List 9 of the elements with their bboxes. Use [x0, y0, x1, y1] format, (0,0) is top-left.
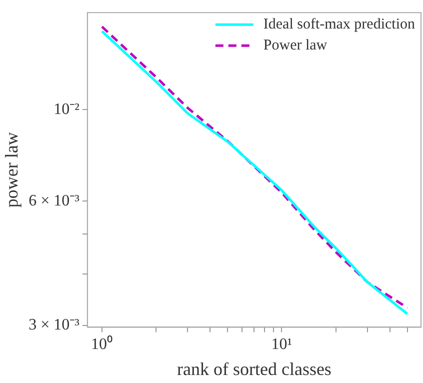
legend-label: Ideal soft-max prediction — [263, 16, 416, 33]
x-tick-label: 10¹ — [271, 336, 292, 354]
y-tick-label: 3 × 10⁻³ — [28, 316, 80, 334]
x-axis-title: rank of sorted classes — [176, 358, 332, 379]
x-tick-label: 10⁰ — [90, 335, 113, 354]
y-axis-title: power law — [2, 132, 22, 208]
legend-label: Power law — [263, 38, 328, 54]
y-tick-label: 10⁻² — [54, 100, 80, 118]
y-tick-label: 6 × 10⁻³ — [28, 192, 80, 210]
